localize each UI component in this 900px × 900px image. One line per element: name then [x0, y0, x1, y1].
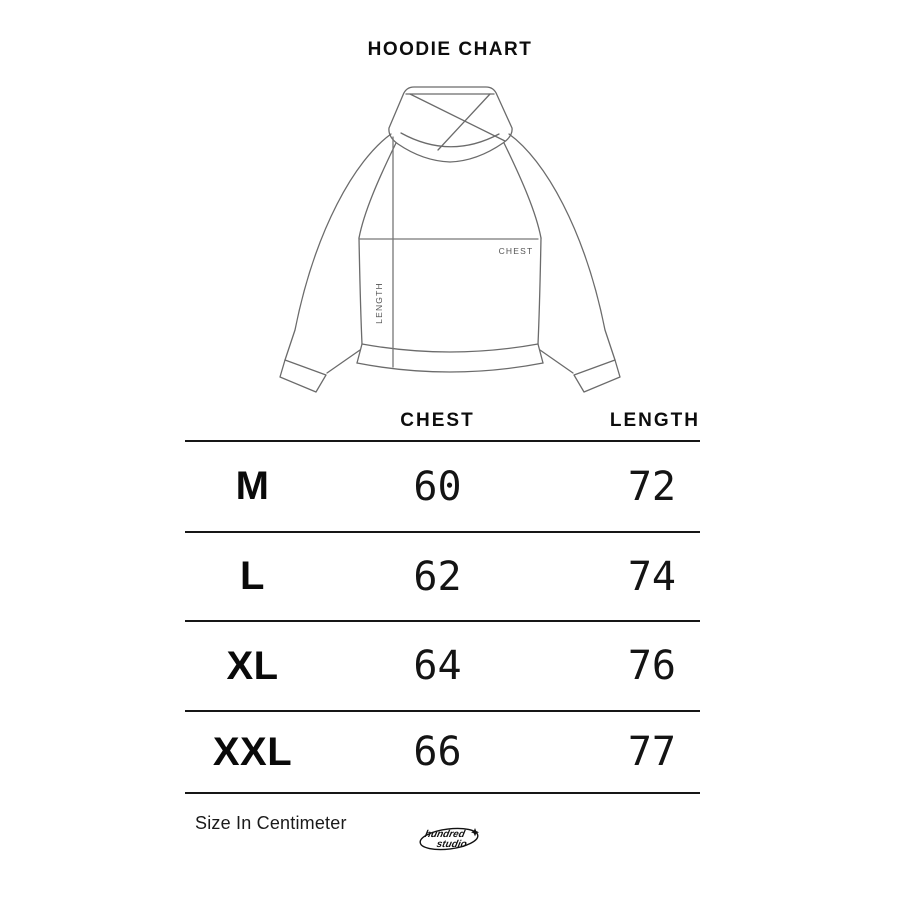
size-label: XXL [212, 729, 293, 774]
right-body-seam [537, 237, 542, 345]
hoodie-sketch: CHEST LENGTH [279, 86, 621, 393]
length-value: 72 [627, 463, 676, 510]
collar-flap-left [409, 93, 506, 142]
table-row: M 60 72 [185, 442, 700, 533]
logo-text-line1: hundred [424, 829, 467, 840]
units-note: Size In Centimeter [195, 813, 347, 833]
size-label: M [235, 464, 270, 508]
right-sleeve-outer [508, 133, 616, 361]
table-row: L 62 74 [185, 533, 700, 622]
hem-bottom-line [356, 362, 544, 373]
length-value: 74 [627, 553, 676, 600]
chest-value: 66 [413, 729, 462, 775]
column-header-length: LENGTH [609, 410, 700, 431]
chest-value: 62 [413, 553, 462, 600]
right-sleeve-underside [539, 349, 574, 374]
hem-left-edge [356, 343, 363, 364]
brand-logo: hundred studio [419, 827, 479, 851]
chest-value: 64 [413, 643, 462, 689]
logo-text-line2: studio [435, 839, 467, 850]
collar-flap-right [437, 93, 491, 151]
chest-value: 60 [413, 463, 462, 510]
hem-top-line [361, 343, 539, 353]
size-label: XL [226, 643, 279, 688]
column-header-chest: CHEST [400, 410, 475, 431]
left-sleeve-underside [326, 349, 361, 374]
left-cuff [279, 359, 327, 393]
hem-right-edge [537, 343, 544, 364]
length-value: 76 [627, 643, 676, 689]
logo-swoosh [419, 827, 479, 851]
size-table: CHEST LENGTH M 60 72 L 62 74 XL 64 76 XX… [185, 404, 700, 794]
size-label: L [240, 554, 265, 598]
right-raglan-seam [503, 142, 542, 239]
page-title: HOODIE CHART [367, 39, 533, 60]
length-value: 77 [627, 729, 676, 775]
table-row: XL 64 76 [185, 622, 700, 712]
length-measure-label: LENGTH [374, 282, 384, 324]
logo-sparkle [471, 828, 479, 837]
collar-neck-curve [400, 132, 500, 148]
table-row: XXL 66 77 [185, 712, 700, 794]
hood-outline [388, 86, 513, 163]
chest-measure-label: CHEST [499, 246, 534, 256]
table-header-row: CHEST LENGTH [185, 404, 700, 442]
left-body-seam [358, 237, 363, 345]
right-cuff [573, 359, 621, 393]
left-raglan-seam [358, 142, 397, 239]
left-sleeve-outer [284, 133, 392, 361]
